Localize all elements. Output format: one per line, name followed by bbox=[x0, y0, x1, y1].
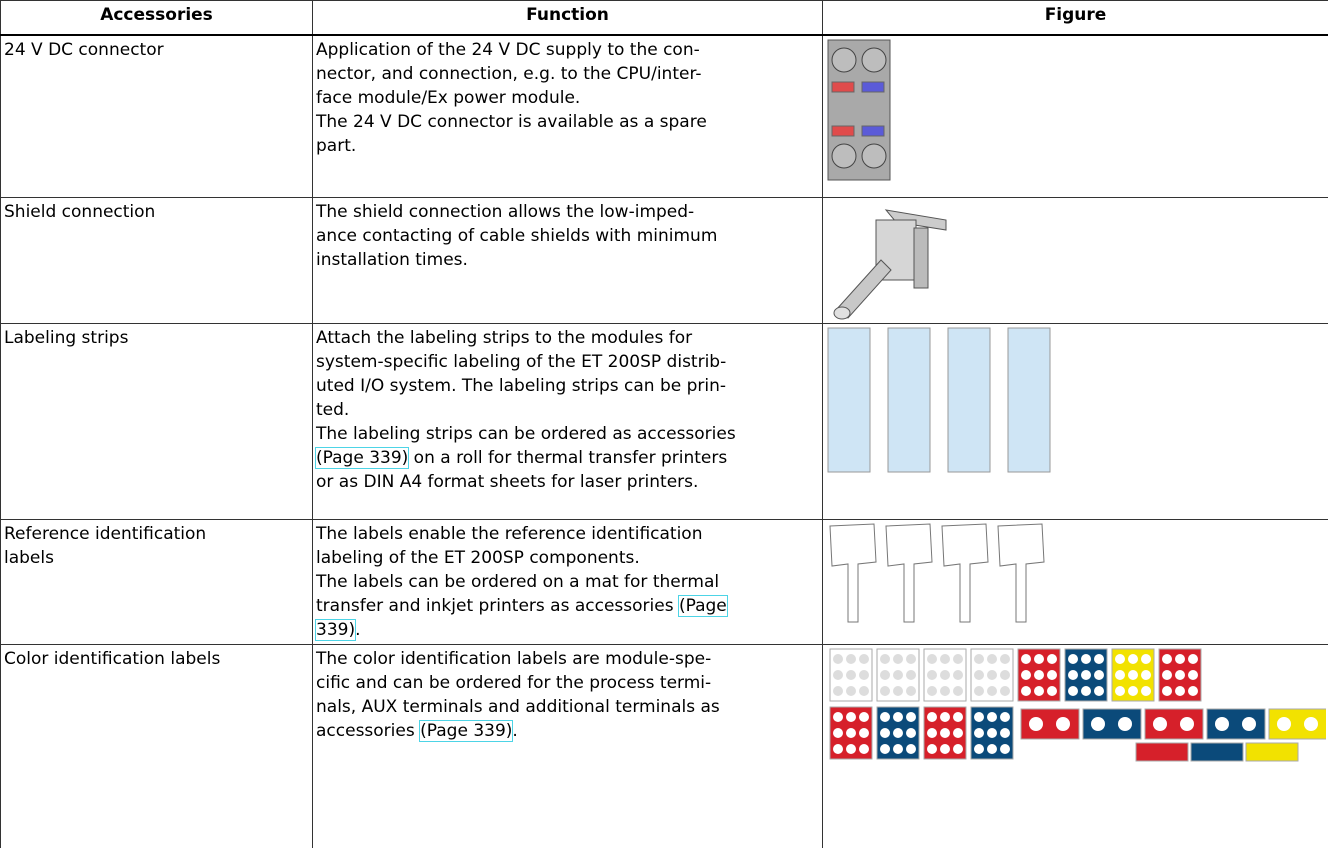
cell-line: (Page 339) on a roll for thermal transfe… bbox=[314, 446, 819, 470]
cell-line: transfer and inkjet printers as accessor… bbox=[316, 594, 819, 618]
cell-line: Application of the 24 V DC supply to the… bbox=[316, 40, 700, 60]
figure-cell bbox=[822, 518, 1328, 645]
text-part: . bbox=[512, 720, 518, 741]
accessory-cell: Reference identification labels bbox=[0, 518, 313, 645]
cell-line: 339). bbox=[314, 618, 819, 642]
figure-cell bbox=[822, 34, 1328, 198]
cell-line: The 24 V DC connector is available as a … bbox=[316, 112, 707, 132]
table-row: Reference identification labels The labels… bbox=[0, 518, 1328, 645]
accessory-cell: 24 V DC connector bbox=[0, 34, 313, 198]
connector-figure bbox=[827, 39, 891, 181]
text-part: on a roll for thermal transfer printers bbox=[408, 447, 728, 468]
cell-line: The labeling strips can be ordered as ac… bbox=[316, 423, 736, 444]
cell-line: Shield connection bbox=[4, 201, 156, 222]
cell-line: The labels can be ordered on a mat for t… bbox=[316, 571, 720, 592]
cell-line: ance contacting of cable shields with mi… bbox=[316, 225, 718, 246]
cell-line: Attach the labeling strips to the module… bbox=[316, 327, 693, 348]
cell-line: labeling of the ET 200SP components. bbox=[316, 547, 640, 568]
table-row: 24 V DC connector Application of the 24 V… bbox=[0, 34, 1328, 198]
cell-line: The labels enable the reference identifi… bbox=[316, 523, 703, 544]
figure-cell bbox=[822, 196, 1328, 324]
header-row: Accessories Function Figure bbox=[0, 0, 1328, 36]
cell-line: installation times. bbox=[316, 249, 468, 270]
header-cell: Accessories bbox=[0, 0, 313, 36]
cell-line: or as DIN A4 format sheets for laser pri… bbox=[316, 471, 699, 492]
text-part: . bbox=[355, 619, 361, 640]
cell-line: The color identification labels are modu… bbox=[316, 648, 712, 669]
cell-line: The shield connection allows the low-imp… bbox=[316, 201, 695, 222]
cell-line: cific and can be ordered for the process… bbox=[316, 672, 712, 693]
cell-line: accessories (Page 339). bbox=[316, 719, 819, 743]
strips-figure bbox=[827, 327, 1051, 472]
table-row: Color identification labels The color ide… bbox=[0, 643, 1328, 848]
page-link[interactable]: (Page bbox=[677, 594, 728, 617]
text-part: accessories bbox=[316, 720, 421, 741]
figure-cell bbox=[822, 322, 1328, 520]
table-row: Labeling strips Attach the labeling strip… bbox=[0, 322, 1328, 520]
function-cell: Attach the labeling strips to the module… bbox=[312, 322, 823, 520]
header-cell: Function bbox=[312, 0, 823, 36]
cell-line: face module/Ex power module. bbox=[316, 88, 581, 108]
cell-line: Color identification labels bbox=[4, 648, 221, 669]
cell-line: part. bbox=[316, 136, 357, 156]
accessory-cell: Shield connection bbox=[0, 196, 313, 324]
cell-line: ted. bbox=[316, 399, 350, 420]
cell-line: Reference identification bbox=[4, 523, 207, 544]
page-link[interactable]: 339) bbox=[314, 618, 357, 641]
accessory-cell: Color identification labels bbox=[0, 643, 313, 848]
cell-line: labels bbox=[4, 547, 54, 568]
table-row: Shield connection The shield connection a… bbox=[0, 196, 1328, 324]
text-part: transfer and inkjet printers as accessor… bbox=[316, 595, 679, 616]
page-link[interactable]: (Page 339) bbox=[419, 719, 514, 742]
cell-line: 24 V DC connector bbox=[4, 40, 164, 60]
function-cell: Application of the 24 V DC supply to the… bbox=[312, 34, 823, 198]
cell-line: nals, AUX terminals and additional termi… bbox=[316, 696, 720, 717]
header-cell: Figure bbox=[822, 0, 1328, 36]
ref-labels-figure bbox=[829, 522, 1045, 622]
accessory-cell: Labeling strips bbox=[0, 322, 313, 520]
function-cell: The color identification labels are modu… bbox=[312, 643, 823, 848]
cell-line: system-specific labeling of the ET 200SP… bbox=[316, 351, 727, 372]
cell-line: Labeling strips bbox=[4, 327, 129, 348]
shield-figure bbox=[833, 208, 947, 319]
cell-line: nector, and connection, e.g. to the CPU/… bbox=[316, 64, 702, 84]
cell-line: uted I/O system. The labeling strips can… bbox=[316, 375, 727, 396]
color-labels-figure bbox=[829, 648, 1326, 761]
page-link[interactable]: (Page 339) bbox=[314, 446, 410, 469]
function-cell: The shield connection allows the low-imp… bbox=[312, 196, 823, 324]
figure-cell bbox=[822, 643, 1328, 848]
function-cell: The labels enable the reference identifi… bbox=[312, 518, 823, 645]
